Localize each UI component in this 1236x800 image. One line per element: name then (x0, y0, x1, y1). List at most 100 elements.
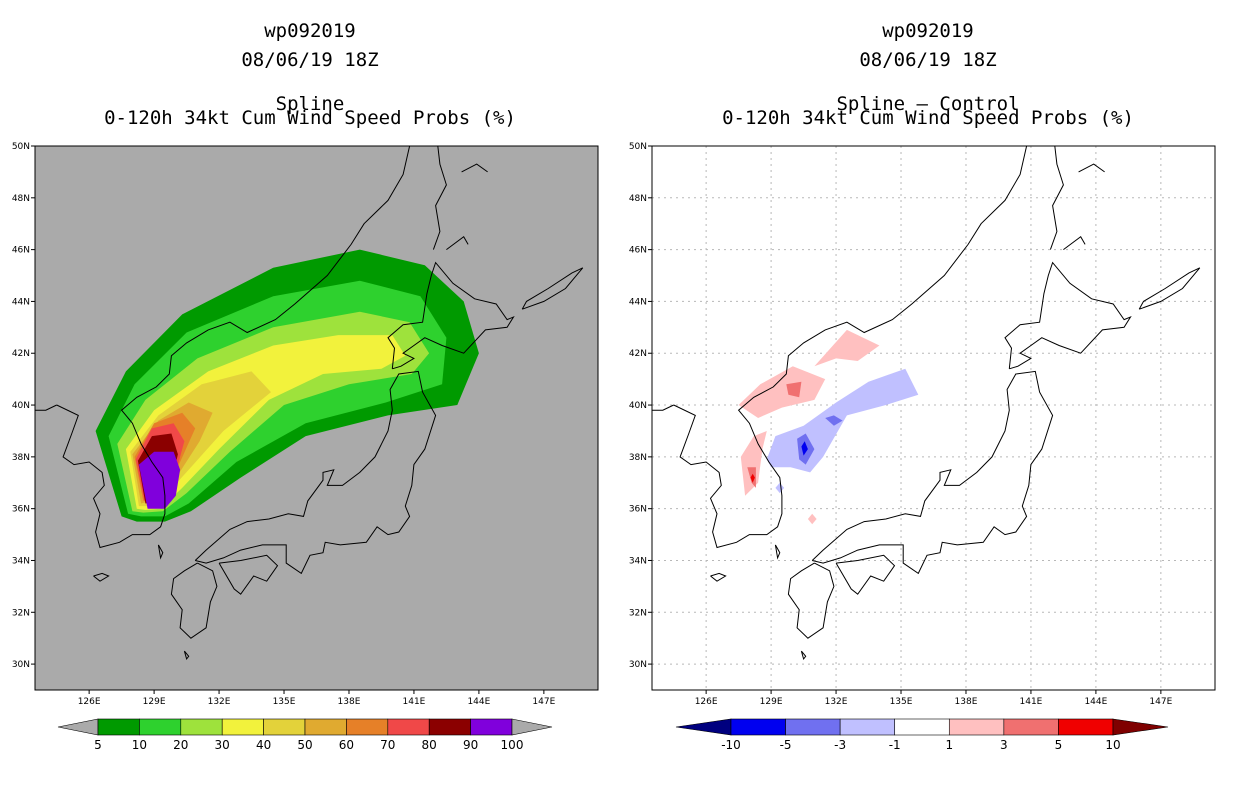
y-tick-label: 40N (629, 401, 647, 411)
y-tick-label: 48N (629, 194, 647, 204)
colorbar-label: 80 (422, 738, 437, 752)
contour-level--5 (801, 441, 808, 456)
coastline (387, 261, 515, 370)
colorbar-swatch (263, 718, 306, 736)
y-tick-label: 38N (12, 453, 30, 463)
right-panel-header: wp092019 08/06/19 18Z 0-120h 34kt Cum Wi… (640, 17, 1216, 133)
x-tick-label: 126E (78, 697, 101, 707)
left-panel-header: wp092019 08/06/19 18Z 0-120h 34kt Cum Wi… (22, 17, 598, 133)
coastline (157, 544, 164, 560)
contour-level--3 (825, 415, 843, 426)
colorbar-swatch (1003, 718, 1059, 736)
colorbar-label: 50 (297, 738, 312, 752)
colorbar-swatch (428, 718, 471, 736)
contour-level-3 (786, 381, 802, 398)
coastline (521, 267, 584, 310)
contour-level-1 (807, 513, 817, 525)
y-tick-label: 38N (629, 453, 647, 463)
y-tick-label: 30N (12, 660, 30, 670)
coastline (800, 650, 807, 660)
coastline (183, 650, 190, 660)
colorbar-high-triangle (511, 718, 553, 736)
y-tick-label: 34N (12, 556, 30, 566)
x-tick-label: 132E (825, 697, 848, 707)
coastline (35, 404, 57, 411)
left-storm-id: wp092019 (264, 20, 356, 42)
x-tick-label: 126E (695, 697, 718, 707)
coastline (432, 146, 447, 250)
colorbar-label: 30 (215, 738, 230, 752)
coastline (194, 370, 437, 575)
y-tick-label: 36N (12, 505, 30, 515)
y-tick-label: 34N (629, 556, 647, 566)
coastline (652, 404, 674, 411)
right-difference-map: 126E 129E 132E 135E 138E 141E 144E 147E30N32N34… (629, 142, 1216, 752)
colorbar-label: -5 (780, 738, 792, 752)
coastline (835, 554, 896, 595)
coastline (461, 163, 488, 173)
colorbar-label: -3 (834, 738, 846, 752)
contour-level-5 (750, 473, 755, 483)
coastline (56, 146, 411, 549)
y-tick-label: 50N (629, 142, 647, 152)
left-chart-title: 0-120h 34kt Cum Wind Speed Probs (%) (104, 107, 516, 129)
colorbar-label: 90 (463, 738, 478, 752)
x-tick-label: 132E (208, 697, 231, 707)
colorbar-label: 100 (501, 738, 524, 752)
colorbar-swatch (387, 718, 430, 736)
x-tick-label: 129E (143, 697, 166, 707)
colorbar-label: 20 (173, 738, 188, 752)
y-tick-label: 50N (12, 142, 30, 152)
x-tick-label: 147E (532, 697, 555, 707)
contour-level-1 (814, 329, 880, 367)
coastline (93, 572, 110, 582)
y-tick-label: 32N (12, 608, 30, 618)
coastline (710, 572, 727, 582)
colorbar-swatch (180, 718, 223, 736)
colorbar-swatch (785, 718, 841, 736)
right-chart-title: 0-120h 34kt Cum Wind Speed Probs (%) (722, 107, 1134, 129)
colorbar-swatch (97, 718, 140, 736)
colorbar-swatch (948, 718, 1005, 736)
colorbar-swatch (470, 718, 513, 736)
colorbar-low-triangle (57, 718, 99, 736)
y-tick-label: 42N (12, 349, 30, 359)
coastline (1078, 163, 1105, 173)
colorbar-label: 60 (339, 738, 354, 752)
coastline (218, 554, 279, 595)
map-frame (34, 145, 599, 691)
y-tick-label: 30N (629, 660, 647, 670)
coastline (170, 562, 218, 639)
colorbar-label: -1 (889, 738, 901, 752)
x-tick-label: 144E (467, 697, 490, 707)
x-tick-label: 144E (1084, 697, 1107, 707)
colorbar-low-triangle (675, 718, 732, 736)
colorbar-swatch (304, 718, 347, 736)
colorbar-label: -10 (721, 738, 741, 752)
colorbar-swatch (839, 718, 896, 736)
y-tick-label: 36N (629, 505, 647, 515)
right-chart-subtitle: Spline – Control (836, 93, 1020, 115)
map-frame (651, 145, 1216, 691)
coastline (774, 544, 781, 560)
x-tick-label: 141E (1020, 697, 1043, 707)
colorbar-label: 3 (1000, 738, 1008, 752)
x-tick-label: 147E (1149, 697, 1172, 707)
x-tick-label: 138E (338, 697, 361, 707)
y-tick-label: 40N (12, 401, 30, 411)
y-tick-label: 46N (629, 246, 647, 256)
colorbar-label: 5 (94, 738, 102, 752)
right-storm-id: wp092019 (882, 20, 974, 42)
x-tick-label: 129E (760, 697, 783, 707)
coastline (1004, 261, 1132, 370)
y-tick-label: 48N (12, 194, 30, 204)
x-tick-label: 141E (403, 697, 426, 707)
x-tick-label: 135E (273, 697, 296, 707)
colorbar-high-triangle (1112, 718, 1169, 736)
y-tick-label: 44N (629, 297, 647, 307)
colorbar-swatch (1058, 718, 1114, 736)
left-datetime: 08/06/19 18Z (241, 49, 379, 71)
coastline (787, 562, 835, 639)
contour-level-90 (138, 451, 181, 509)
colorbar-swatch (221, 718, 264, 736)
